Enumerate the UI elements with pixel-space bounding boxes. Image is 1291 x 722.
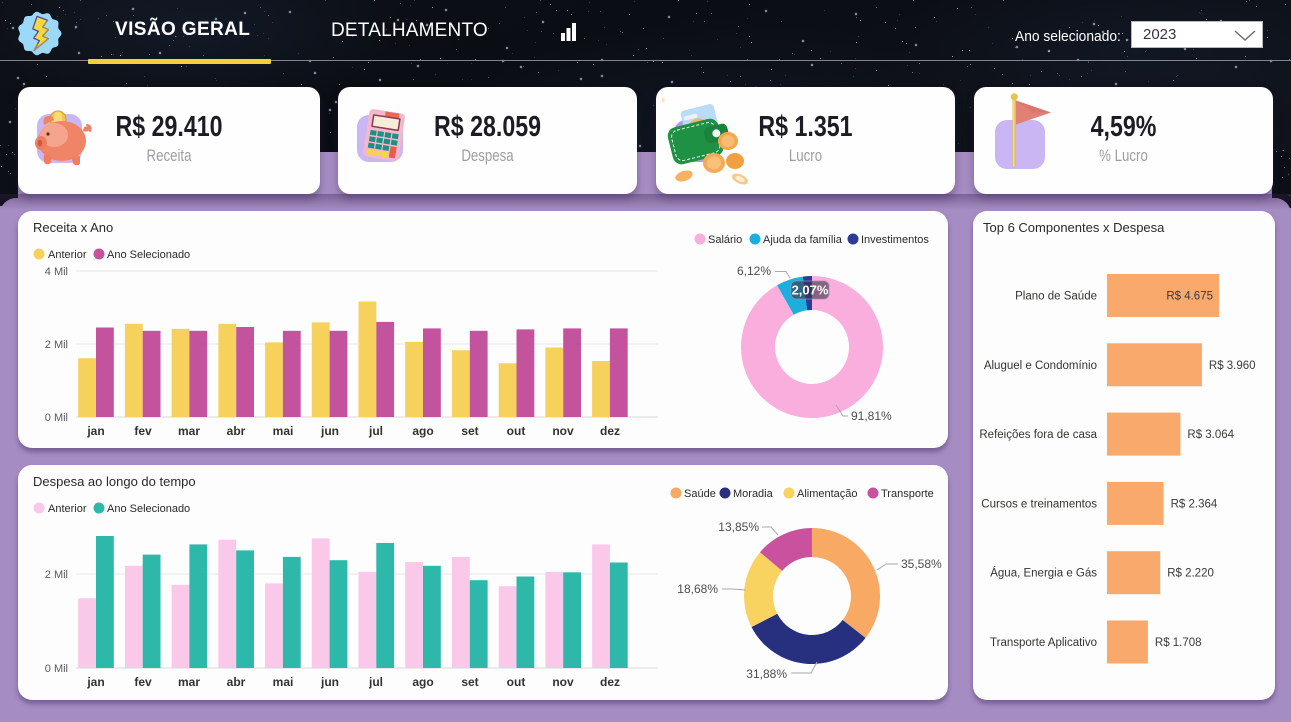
- svg-text:Transporte Aplicativo: Transporte Aplicativo: [990, 637, 1097, 649]
- svg-text:mai: mai: [273, 424, 294, 438]
- svg-text:jan: jan: [86, 424, 104, 438]
- svg-text:Ano Selecionado: Ano Selecionado: [107, 503, 190, 515]
- svg-text:ago: ago: [412, 424, 433, 438]
- svg-text:jun: jun: [320, 424, 339, 438]
- svg-text:35,58%: 35,58%: [901, 557, 942, 571]
- svg-text:2,07%: 2,07%: [792, 283, 829, 298]
- svg-text:Alimentação: Alimentação: [797, 488, 858, 500]
- svg-text:set: set: [461, 424, 478, 438]
- svg-text:18,68%: 18,68%: [677, 582, 718, 596]
- svg-text:R$ 1.708: R$ 1.708: [1155, 637, 1202, 649]
- svg-text:R$ 3.064: R$ 3.064: [1187, 429, 1234, 441]
- svg-text:Anterior: Anterior: [48, 503, 87, 515]
- svg-text:Ano Selecionado: Ano Selecionado: [107, 249, 190, 261]
- svg-text:4 Mil: 4 Mil: [45, 266, 68, 278]
- svg-text:mai: mai: [273, 675, 294, 689]
- svg-text:out: out: [507, 675, 526, 689]
- svg-text:2 Mil: 2 Mil: [45, 339, 68, 351]
- svg-text:jul: jul: [368, 675, 383, 689]
- svg-text:Refeições fora de casa: Refeições fora de casa: [979, 429, 1097, 441]
- svg-text:ago: ago: [412, 675, 433, 689]
- svg-text:Aluguel e Condomínio: Aluguel e Condomínio: [984, 360, 1097, 372]
- svg-text:out: out: [507, 424, 526, 438]
- svg-text:fev: fev: [134, 424, 152, 438]
- svg-text:Saúde: Saúde: [684, 488, 716, 500]
- svg-text:Plano de Saúde: Plano de Saúde: [1015, 291, 1097, 303]
- svg-text:dez: dez: [600, 675, 620, 689]
- svg-text:jul: jul: [368, 424, 383, 438]
- svg-text:R$ 4.675: R$ 4.675: [1166, 291, 1213, 303]
- svg-text:Água, Energia e Gás: Água, Energia e Gás: [990, 567, 1097, 580]
- svg-text:abr: abr: [227, 424, 246, 438]
- svg-text:mar: mar: [178, 424, 200, 438]
- svg-text:Investimentos: Investimentos: [861, 234, 929, 246]
- svg-text:2 Mil: 2 Mil: [45, 569, 68, 581]
- svg-text:Cursos e treinamentos: Cursos e treinamentos: [981, 498, 1097, 510]
- svg-text:jun: jun: [320, 675, 339, 689]
- svg-text:31,88%: 31,88%: [746, 667, 787, 681]
- svg-text:6,12%: 6,12%: [737, 264, 771, 278]
- svg-text:set: set: [461, 675, 478, 689]
- svg-text:R$ 2.364: R$ 2.364: [1171, 498, 1218, 510]
- svg-text:R$ 3.960: R$ 3.960: [1209, 360, 1256, 372]
- svg-text:Ajuda da família: Ajuda da família: [763, 234, 843, 246]
- svg-text:13,85%: 13,85%: [718, 520, 759, 534]
- svg-text:nov: nov: [552, 675, 574, 689]
- svg-text:abr: abr: [227, 675, 246, 689]
- svg-text:nov: nov: [552, 424, 574, 438]
- svg-text:mar: mar: [178, 675, 200, 689]
- svg-text:0 Mil: 0 Mil: [45, 412, 68, 424]
- svg-text:dez: dez: [600, 424, 620, 438]
- svg-text:fev: fev: [134, 675, 152, 689]
- svg-text:Moradia: Moradia: [733, 488, 774, 500]
- svg-text:jan: jan: [86, 675, 104, 689]
- svg-text:Salário: Salário: [708, 234, 742, 246]
- svg-text:Transporte: Transporte: [881, 488, 934, 500]
- svg-text:91,81%: 91,81%: [851, 409, 892, 423]
- svg-text:0 Mil: 0 Mil: [45, 663, 68, 675]
- svg-text:R$ 2.220: R$ 2.220: [1167, 568, 1214, 580]
- svg-text:Anterior: Anterior: [48, 249, 87, 261]
